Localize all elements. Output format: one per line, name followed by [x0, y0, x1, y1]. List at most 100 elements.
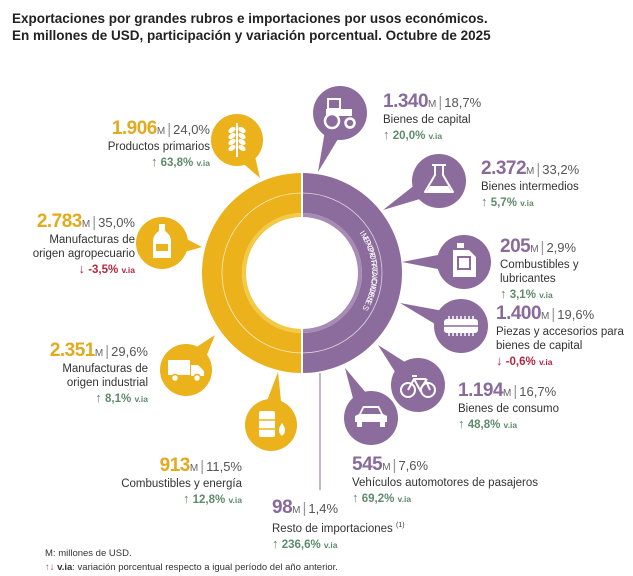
category-name: Manufacturas de: [49, 234, 135, 246]
label-cl: 205M | 2,9% Combustibles y lubricantes ↑ 3,1…: [500, 236, 630, 303]
variation: ↑ 236,6% v.ia: [272, 535, 338, 551]
separator: |: [540, 239, 545, 256]
oil-barrel-icon: [245, 399, 297, 451]
chart-title: Exportaciones por grandes rubros e impor…: [12, 10, 612, 44]
label-pp: 1.906M | 24,0% Productos primarios ↑ 63,8% v…: [60, 118, 210, 171]
value: 545: [352, 454, 383, 475]
separator: |: [536, 161, 541, 178]
variation: ↑ 63,8% v.ia: [150, 154, 210, 169]
footnote-unit: M: millones de USD.: [45, 548, 132, 559]
separator: |: [551, 306, 556, 323]
share: 1,4%: [308, 501, 339, 516]
note: (1): [396, 522, 405, 529]
share: 35,0%: [98, 215, 135, 230]
bicycle-icon: [391, 358, 445, 412]
part-icon: [434, 299, 488, 353]
arrow-up-icon: ↑: [272, 535, 279, 551]
variation: ↑ 5,7% v.ia: [481, 194, 534, 209]
arrow-up-icon: ↑: [182, 491, 190, 506]
value: 2.351: [49, 340, 96, 361]
arrow-up-icon: ↑: [481, 194, 488, 209]
share: 2,9%: [546, 240, 577, 255]
separator: |: [438, 94, 443, 111]
label-bi: 2.372M | 33,2% Bienes intermedios ↑ 5,7% v.i…: [481, 158, 631, 211]
title-line-2: En millones de USD, participación y vari…: [12, 28, 491, 43]
label-bk: 1.340M | 18,7% Bienes de capital ↑ 20,0% v.i…: [383, 91, 533, 144]
share: 33,2%: [542, 162, 580, 177]
variation: ↓ -3,5% v.ia: [78, 261, 136, 276]
arrow-down-icon: ↓: [78, 261, 86, 276]
flask-icon-bg: [412, 154, 466, 208]
category-name: bienes de capital: [496, 340, 583, 352]
arrow-up-icon: ↑: [352, 490, 359, 505]
connector-cl: [402, 254, 443, 270]
arrow-down-icon: ↓: [496, 353, 503, 368]
arrow-up-icon: ↑: [500, 286, 507, 301]
category-name: Bienes de consumo: [458, 403, 560, 415]
separator: |: [92, 214, 97, 231]
category-name: Bienes de capital: [383, 114, 471, 126]
connector-cye: [265, 372, 282, 407]
value: 1.194: [458, 380, 504, 401]
label-pa: 1.400M | 19,6% Piezas y accesorios para bien…: [496, 303, 631, 370]
ring-midline: [221, 192, 383, 354]
share: 24,0%: [173, 122, 210, 137]
unit: M: [292, 505, 301, 516]
variation: ↑ 20,0% v.ia: [383, 127, 443, 142]
category-name: Manufacturas de: [62, 363, 148, 375]
arrow-up-icon: ↑: [95, 390, 102, 405]
tractor-icon: [313, 86, 367, 140]
exports-ring: [202, 173, 302, 373]
label-bc: 1.194M | 16,7% Bienes de consumo ↑ 48,8% v.i…: [458, 380, 608, 433]
value: 1.340: [383, 91, 429, 112]
title-line-1: Exportaciones por grandes rubros e impor…: [12, 11, 488, 26]
car-icon: [344, 391, 398, 445]
value: 2.783: [36, 211, 83, 232]
category-name: origen agropecuario: [32, 248, 135, 260]
value: 1.906: [111, 118, 158, 139]
share: 18,7%: [444, 95, 482, 110]
unit: M: [189, 463, 199, 474]
unit: M: [94, 348, 104, 359]
separator: |: [513, 383, 518, 400]
category-name: origen industrial: [66, 377, 148, 389]
category-name: Resto de importaciones (1): [272, 522, 405, 535]
variation: ↑ 3,1% v.ia: [500, 286, 553, 301]
label-cye: 913M | 11,5% Combustibles y energía ↑ 12,8% …: [60, 455, 242, 508]
value: 2.372: [481, 158, 527, 179]
imports-ring: [302, 173, 402, 373]
arrow-up-icon: ↑: [383, 127, 390, 142]
category-name: Productos primarios: [107, 141, 210, 153]
jerrycan-icon: [437, 235, 491, 289]
separator: |: [167, 121, 172, 138]
separator: |: [105, 343, 110, 360]
flask-icon: [412, 154, 466, 208]
connector-bk: [318, 129, 341, 172]
label-moa: 2.783M | 35,0% Manufacturas de origen agrope…: [0, 211, 135, 278]
arrow-up-icon: ↑: [458, 416, 465, 431]
variation: ↑ 12,8% v.ia: [182, 491, 242, 506]
category-name: Vehículos automotores de pasajeros: [352, 477, 539, 489]
share: 11,5%: [206, 459, 242, 474]
connector-pa: [400, 303, 445, 327]
value: 913: [159, 455, 191, 476]
share: 19,6%: [557, 307, 595, 322]
value: 1.400: [496, 303, 542, 324]
category-name: Piezas y accesorios para: [496, 326, 624, 338]
label-va: 545M | 7,6% Vehículos automotores de pasaje…: [352, 454, 552, 507]
unit: M: [156, 126, 166, 137]
bottle-icon: [136, 217, 188, 269]
unit: M: [81, 219, 91, 230]
arrow-up-icon: ↑: [150, 154, 158, 169]
unit: M: [382, 462, 391, 473]
variation: ↓ -0,6% v.ia: [496, 353, 553, 368]
share: 16,7%: [519, 384, 557, 399]
unit: M: [428, 99, 437, 110]
label-moi: 2.351M | 29,6% Manufacturas de origen indust…: [0, 340, 148, 407]
truck-icon: [160, 344, 212, 396]
separator: |: [200, 458, 205, 475]
value: 205: [500, 236, 531, 257]
arrow-up-icon: ↑: [45, 562, 50, 573]
arrow-down-icon: ↓: [49, 562, 55, 573]
